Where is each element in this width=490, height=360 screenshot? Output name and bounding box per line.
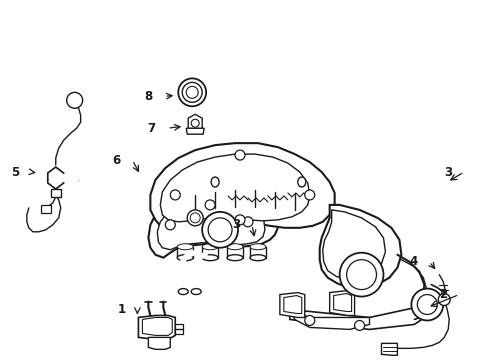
Polygon shape [157,202,265,250]
Circle shape [340,253,384,297]
Polygon shape [382,343,397,355]
Polygon shape [148,337,171,349]
Circle shape [417,294,437,315]
Ellipse shape [250,255,266,261]
Polygon shape [202,247,218,258]
Polygon shape [150,143,335,228]
Polygon shape [41,205,51,213]
Polygon shape [51,189,61,197]
Circle shape [243,217,253,227]
Polygon shape [323,210,386,280]
Circle shape [305,315,315,325]
Circle shape [67,92,83,108]
Ellipse shape [211,177,219,187]
Polygon shape [160,154,310,222]
Circle shape [171,190,180,200]
Circle shape [438,293,450,306]
Text: 2: 2 [439,288,447,301]
Circle shape [187,210,203,226]
Text: 5: 5 [11,166,19,179]
Polygon shape [319,205,401,288]
Circle shape [202,212,238,248]
Ellipse shape [177,255,193,261]
Text: 3: 3 [444,166,452,179]
Ellipse shape [227,255,243,261]
Ellipse shape [227,244,243,250]
Polygon shape [330,291,355,315]
Circle shape [182,82,202,102]
Circle shape [412,289,443,320]
Text: 1: 1 [117,303,125,316]
Polygon shape [148,197,278,258]
Text: 8: 8 [144,90,152,103]
Circle shape [208,218,232,242]
Circle shape [190,213,200,223]
Circle shape [191,119,199,127]
Polygon shape [188,114,202,128]
Ellipse shape [250,244,266,250]
Polygon shape [48,167,64,189]
Ellipse shape [202,244,218,250]
Polygon shape [419,298,439,311]
Text: 4: 4 [409,255,417,268]
Text: 7: 7 [147,122,155,135]
Circle shape [346,260,376,289]
Polygon shape [227,247,243,258]
Ellipse shape [177,244,193,250]
Polygon shape [186,128,204,134]
Polygon shape [290,305,429,329]
Circle shape [205,200,215,210]
Polygon shape [175,324,183,334]
Circle shape [425,301,433,309]
Polygon shape [334,293,352,311]
Polygon shape [177,247,193,258]
Circle shape [235,150,245,160]
Ellipse shape [202,255,218,261]
Text: 6: 6 [112,154,121,167]
Ellipse shape [298,177,306,187]
Ellipse shape [191,289,201,294]
Polygon shape [250,247,266,258]
Text: 3: 3 [232,218,240,231]
Polygon shape [290,310,369,329]
Ellipse shape [178,289,188,294]
Circle shape [178,78,206,106]
Polygon shape [138,315,175,339]
Circle shape [165,220,175,230]
Circle shape [305,190,315,200]
Polygon shape [280,293,305,318]
Polygon shape [143,318,172,336]
Circle shape [355,320,365,330]
Polygon shape [284,296,302,314]
Circle shape [235,215,245,225]
Circle shape [186,86,198,98]
